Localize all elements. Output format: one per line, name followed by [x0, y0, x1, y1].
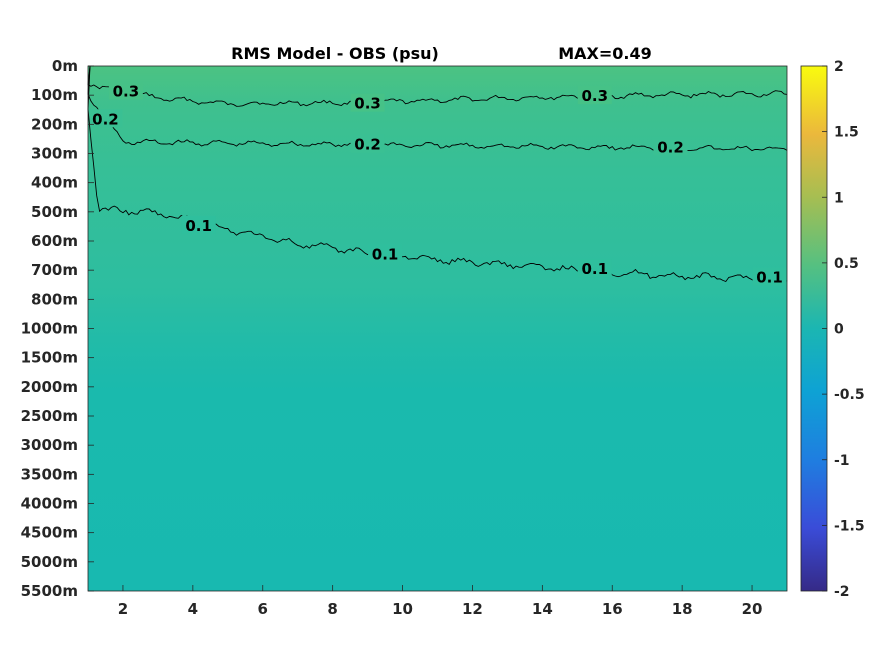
x-tick-label: 6 — [258, 600, 268, 618]
y-tick-label: 3000m — [21, 436, 78, 454]
y-tick-label: 200m — [31, 115, 78, 133]
y-tick-label: 0m — [52, 57, 78, 75]
contour-label-background — [368, 244, 403, 263]
contour-label: 0.1 — [372, 245, 399, 263]
contour-label-background — [577, 86, 612, 105]
contour-label: 0.1 — [185, 217, 212, 235]
contour-label: 0.1 — [581, 260, 608, 278]
colorbar-ticks: 2 1.5 1 0.5 0 -0.5 -1 -1.5 -2 — [822, 59, 865, 600]
contour-label-background — [752, 267, 787, 286]
y-tick-label: 2500m — [21, 407, 78, 425]
contour-label: 0.3 — [354, 95, 381, 113]
x-tick-label: 16 — [602, 600, 623, 618]
x-tick-label: 18 — [672, 600, 693, 618]
colorbar-tick-label: 0 — [834, 322, 844, 338]
x-tick-label: 10 — [392, 600, 413, 618]
contour-line — [87, 65, 788, 107]
colorbar-tick-label: -1.5 — [834, 518, 865, 534]
contour-label: 0.3 — [581, 87, 608, 105]
y-tick-label: 4000m — [21, 495, 78, 513]
y-tick-label: 100m — [31, 86, 78, 104]
y-tick-label: 2000m — [21, 378, 78, 396]
max-label: MAX=0.49 — [558, 44, 652, 63]
colorbar-tick-label: 2 — [834, 59, 844, 75]
contour-label-background — [88, 109, 123, 128]
y-tick-label: 700m — [31, 261, 78, 279]
colorbar-tick-label: 0.5 — [834, 256, 859, 272]
chart-title: RMS Model - OBS (psu) — [231, 44, 439, 63]
colorbar-tick-label: -0.5 — [834, 387, 865, 403]
x-tick-label: 14 — [532, 600, 553, 618]
y-tick-label: 3500m — [21, 465, 78, 483]
x-axis: 2 4 6 8 10 12 14 16 18 20 — [118, 585, 763, 618]
contour-label: 0.2 — [354, 136, 381, 154]
contour-label: 0.1 — [756, 268, 783, 286]
axes-frame — [87, 65, 788, 592]
y-tick-label: 1500m — [21, 349, 78, 367]
x-tick-label: 20 — [742, 600, 763, 618]
plot-area: 0.3 0.3 0.3 0.2 0.2 0.2 0.1 0.1 0.1 0.1 — [87, 65, 788, 591]
contour-label: 0.3 — [113, 82, 140, 100]
y-tick-label: 300m — [31, 145, 78, 163]
colorbar-tick-label: 1.5 — [834, 125, 859, 141]
y-tick-label: 5000m — [21, 553, 78, 571]
contour-label: 0.2 — [657, 138, 684, 156]
contour-label-background — [350, 134, 385, 153]
colorbar-tick-label: 1 — [834, 190, 844, 206]
contour-layer: 0.3 0.3 0.3 0.2 0.2 0.2 0.1 0.1 0.1 0.1 — [87, 65, 788, 286]
y-tick-label: 600m — [31, 232, 78, 250]
y-tick-label: 800m — [31, 290, 78, 308]
contour-label-background — [181, 215, 216, 234]
y-tick-label: 5500m — [21, 582, 78, 600]
colorbar-tick-label: -2 — [834, 584, 850, 600]
y-tick-label: 4500m — [21, 524, 78, 542]
colorbar: 2 1.5 1 0.5 0 -0.5 -1 -1.5 -2 — [800, 59, 865, 600]
y-axis: 0m 100m 200m 300m 400m 500m 600m 700m 800m 1000m 1… — [21, 57, 94, 600]
x-tick-label: 4 — [188, 600, 198, 618]
y-tick-label: 400m — [31, 174, 78, 192]
contour-label-background — [653, 137, 688, 156]
contour-label: 0.2 — [92, 110, 119, 128]
y-tick-label: 1000m — [21, 320, 78, 338]
x-tick-label: 12 — [462, 600, 483, 618]
contour-label-background — [577, 259, 612, 278]
contour-label-background — [350, 93, 385, 112]
contour-label-background — [108, 81, 143, 100]
y-tick-label: 500m — [31, 203, 78, 221]
x-tick-label: 2 — [118, 600, 128, 618]
x-tick-label: 8 — [327, 600, 337, 618]
colorbar-tick-label: -1 — [834, 453, 850, 469]
